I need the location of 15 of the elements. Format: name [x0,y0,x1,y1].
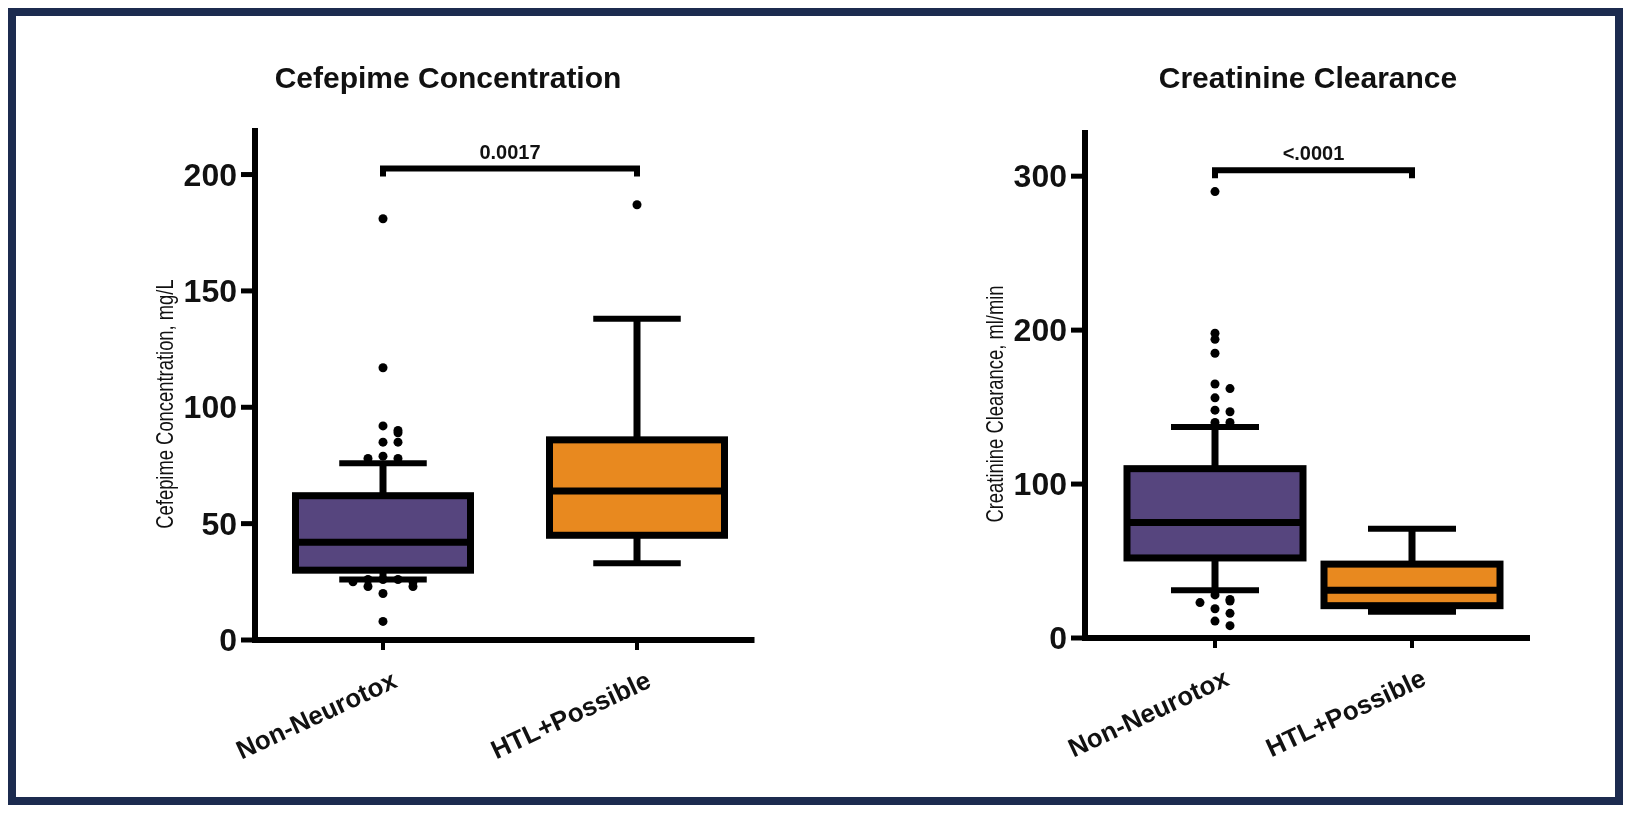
annotation: <.0001 [1282,142,1345,165]
y-tick-label: 50 [201,505,237,542]
chart-title: Cefepime Concentration [274,61,622,94]
y-tick-label: 300 [1013,158,1067,195]
y-tick-label: 100 [183,389,237,426]
y-tick-label: 0 [1049,620,1067,657]
y-tick-label: 0 [219,622,237,659]
annotation: 0.0017 [479,140,541,163]
chart-title: Creatinine Clearance [1158,61,1458,94]
y-tick-label: 150 [183,273,237,310]
y-tick-label: 100 [1013,466,1067,503]
y-tick-label: 200 [1013,312,1067,349]
y-tick-label: 200 [183,156,237,193]
y-axis-title: Cefepime Concentration, mg/L [152,279,178,529]
y-axis-title: Creatinine Clearance, ml/min [982,285,1008,523]
